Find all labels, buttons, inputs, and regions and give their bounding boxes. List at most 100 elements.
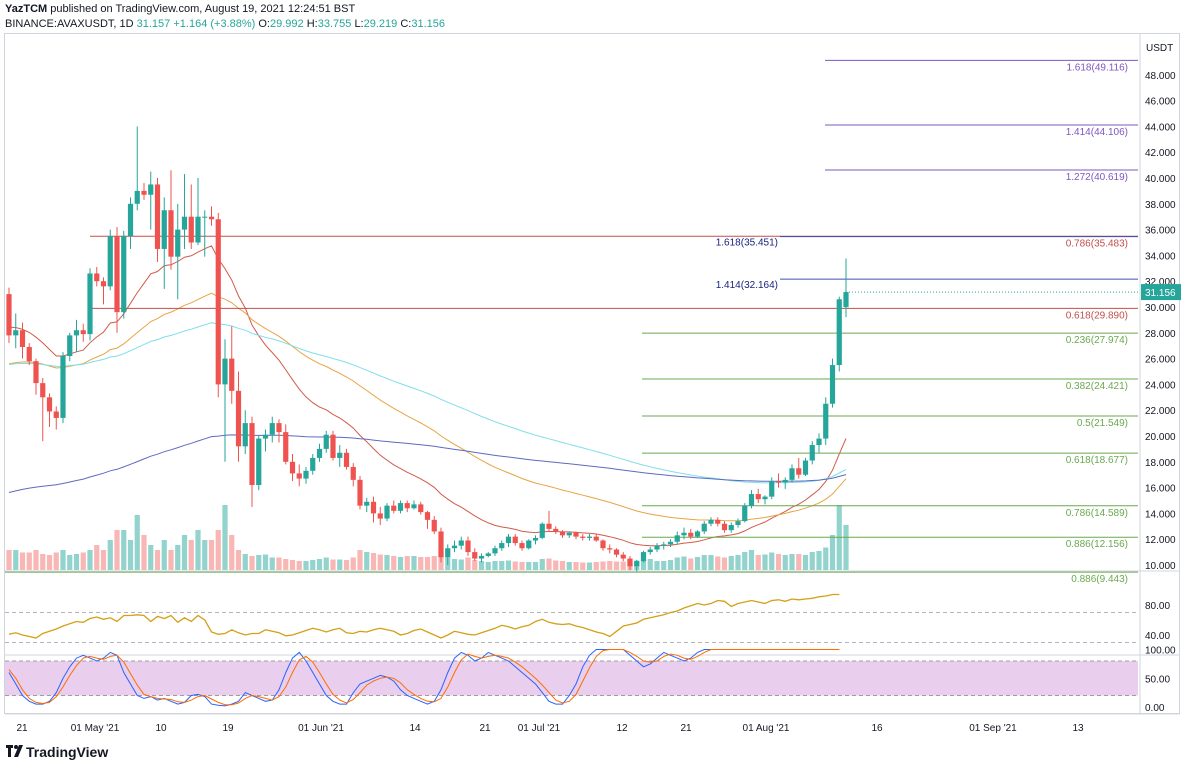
volume-bar bbox=[161, 540, 167, 570]
candle-body bbox=[607, 548, 613, 550]
candle-body bbox=[114, 236, 120, 313]
fib-level-label: 0.786(35.483) bbox=[1066, 238, 1128, 249]
volume-bar bbox=[310, 560, 316, 570]
volume-bar bbox=[46, 555, 53, 570]
fib-level-label: 0.786(14.589) bbox=[1066, 508, 1128, 519]
volume-bar bbox=[485, 562, 491, 570]
candle-body bbox=[647, 549, 653, 553]
volume-bar bbox=[654, 561, 660, 570]
candle-body bbox=[121, 236, 127, 313]
candle-body bbox=[53, 411, 59, 418]
candle-body bbox=[445, 548, 451, 558]
candle-body bbox=[404, 503, 410, 509]
volume-bar bbox=[411, 556, 417, 570]
volume-bar bbox=[222, 505, 228, 570]
volume-bar bbox=[19, 552, 26, 570]
candle-body bbox=[256, 438, 262, 486]
volume-bar bbox=[715, 556, 721, 570]
price-tick-label: 36.000 bbox=[1145, 226, 1176, 237]
volume-bar bbox=[60, 550, 66, 570]
volume-bar bbox=[188, 540, 194, 570]
price-tick-label: 18.000 bbox=[1145, 458, 1176, 469]
volume-bar bbox=[343, 560, 350, 570]
candle-body bbox=[458, 540, 464, 546]
volume-bar bbox=[40, 554, 46, 570]
time-tick-label: 13 bbox=[1072, 723, 1084, 734]
price-tick-label: 38.000 bbox=[1145, 200, 1176, 211]
volume-bar bbox=[33, 550, 39, 570]
price-tick-label: 22.000 bbox=[1145, 406, 1176, 417]
volume-bar bbox=[296, 561, 302, 570]
candle-body bbox=[526, 540, 532, 549]
volume-bar bbox=[323, 557, 329, 570]
volume-bar bbox=[512, 561, 518, 570]
currency-label: USDT bbox=[1146, 43, 1173, 54]
close-label: C: bbox=[400, 18, 412, 30]
high-value: 33.755 bbox=[317, 18, 352, 30]
author-name[interactable]: YazTCM bbox=[5, 3, 48, 15]
volume-bar bbox=[735, 555, 741, 570]
volume-bar bbox=[134, 515, 140, 570]
candle-body bbox=[26, 346, 32, 362]
candle-body bbox=[661, 544, 667, 546]
time-tick-label: 21 bbox=[680, 723, 692, 734]
price-tick-label: 42.000 bbox=[1145, 148, 1176, 159]
volume-bar bbox=[195, 530, 201, 570]
volume-bar bbox=[13, 550, 19, 570]
price-tick-label: 24.000 bbox=[1145, 380, 1176, 391]
price-tick-label: 48.000 bbox=[1145, 71, 1176, 82]
volume-bar bbox=[242, 554, 248, 570]
volume-bar bbox=[796, 554, 802, 570]
ma-200-line bbox=[8, 434, 847, 493]
volume-bar bbox=[613, 561, 620, 570]
volume-bar bbox=[424, 557, 431, 570]
candle-body bbox=[546, 523, 552, 529]
candle-body bbox=[742, 505, 748, 522]
volume-bar bbox=[674, 557, 680, 570]
candle-body bbox=[161, 210, 167, 249]
brand-name: TradingView bbox=[26, 744, 109, 760]
candle-body bbox=[634, 561, 640, 567]
volume-bar bbox=[499, 561, 505, 570]
price-tick-label: 30.000 bbox=[1145, 303, 1176, 314]
volume-bar bbox=[728, 556, 734, 570]
time-tick-label: 01 May '21 bbox=[71, 723, 120, 734]
volume-bar bbox=[580, 562, 586, 570]
price-change: +1.164 (+3.88%) bbox=[173, 18, 256, 30]
candle-body bbox=[816, 438, 822, 446]
high-label: H: bbox=[306, 18, 318, 30]
volume-bar bbox=[478, 561, 485, 570]
price-axis: USDT 48.000 46.000 44.000 42.000 40.000 38.000… bbox=[846, 43, 1181, 572]
volume-bar bbox=[73, 554, 80, 570]
volume-bar bbox=[53, 552, 59, 570]
candle-body bbox=[276, 423, 282, 433]
volume-bar bbox=[181, 535, 188, 570]
price-tick-label: 14.000 bbox=[1145, 509, 1176, 520]
volume-bar bbox=[357, 550, 363, 570]
volume-bar bbox=[208, 540, 215, 570]
candle-body bbox=[573, 532, 579, 537]
volume-bar bbox=[121, 530, 127, 570]
candle-body bbox=[681, 532, 687, 536]
volume-bar bbox=[350, 557, 356, 570]
candle-body bbox=[107, 236, 113, 287]
candle-body bbox=[735, 521, 741, 526]
ma-100-line bbox=[8, 322, 847, 484]
price-tick-label: 12.000 bbox=[1145, 535, 1176, 546]
candle-body bbox=[823, 403, 829, 439]
symbol-label[interactable]: BINANCE:AVAXUSDT, 1D bbox=[5, 18, 134, 30]
volume-bar bbox=[262, 554, 269, 570]
symbol-ohlc-line: BINANCE:AVAXUSDT, 1D 31.157 +1.164 (+3.8… bbox=[5, 18, 445, 30]
candle-body bbox=[337, 452, 343, 458]
fib-level-label: 0.382(24.421) bbox=[1066, 381, 1128, 392]
candle-body bbox=[620, 554, 626, 559]
candle-body bbox=[627, 558, 633, 567]
price-tick-label: 32.000 bbox=[1145, 277, 1176, 288]
tradingview-logo[interactable]: TradingView bbox=[6, 744, 108, 760]
candle-body bbox=[343, 452, 350, 467]
candle-body bbox=[755, 494, 761, 500]
volume-bar bbox=[154, 550, 161, 570]
volume-bar bbox=[175, 545, 181, 570]
candle-body bbox=[667, 541, 674, 545]
